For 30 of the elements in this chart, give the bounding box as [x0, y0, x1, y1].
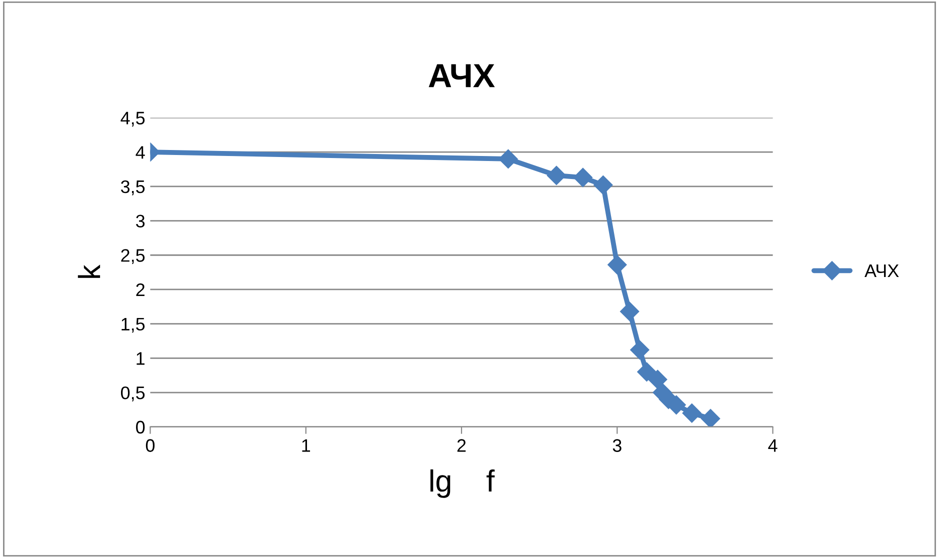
point: [682, 404, 702, 423]
y-tick-label: 4: [136, 146, 145, 159]
x-tick-label: 0: [146, 439, 155, 452]
y-tick-label: 3,5: [120, 180, 145, 196]
legend-label: АЧХ: [864, 264, 899, 277]
point: [648, 370, 668, 390]
y-tick-label: 0: [136, 420, 145, 434]
y-tick-label: 0,5: [120, 386, 145, 402]
point: [573, 168, 592, 188]
x-tick-label: 2: [457, 439, 466, 452]
x-tick-label: 4: [768, 439, 778, 452]
point: [594, 176, 613, 195]
y-tick-label: 4,5: [120, 112, 145, 127]
y-axis-title: k: [78, 264, 100, 278]
point: [637, 362, 656, 382]
point: [546, 166, 566, 185]
x-tick-label: 1: [302, 439, 310, 452]
point: [498, 149, 518, 168]
y-tick-label: 1,5: [122, 318, 145, 333]
x-axis-title: lg f: [430, 469, 495, 498]
point: [701, 409, 720, 427]
point: [608, 255, 627, 274]
x-tick-label: 3: [612, 439, 622, 452]
y-tick-label: 3: [136, 214, 145, 228]
y-tick-label: 2: [136, 283, 144, 296]
point: [620, 302, 640, 321]
point: [630, 340, 650, 360]
chart-title: АЧХ: [428, 64, 495, 88]
y-tick-label: 2,5: [121, 249, 145, 264]
y-tick-label: 1: [136, 352, 144, 365]
